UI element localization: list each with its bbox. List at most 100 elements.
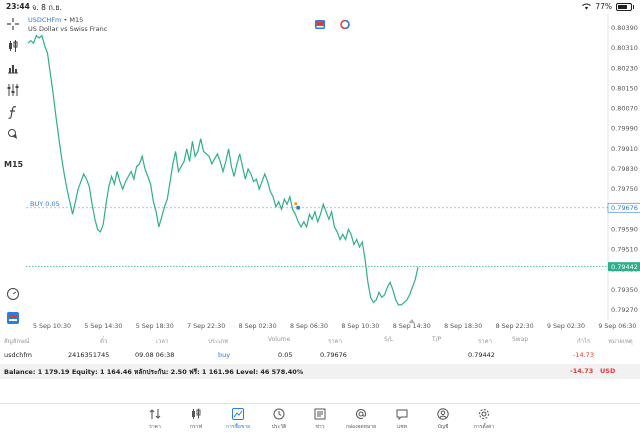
y-tick-label: 0.79830 (611, 165, 638, 173)
tab-history[interactable]: ประวัติ (259, 408, 299, 431)
tab-chart-label: กราฟ (189, 424, 203, 430)
indicators-icon[interactable] (5, 82, 21, 98)
one-click-trading-icon[interactable] (5, 310, 21, 326)
chart-canvas[interactable]: 0.80390 0.80310 0.80230 0.80150 0.80070 0.799… (26, 14, 640, 332)
tab-mailbox-label: กล่องจดหมาย (345, 424, 377, 430)
y-tick-label: 0.79510 (611, 246, 638, 254)
objects-icon[interactable] (5, 126, 21, 142)
battery-fill (618, 4, 628, 9)
tab-chart[interactable]: กราฟ (176, 408, 216, 431)
y-tick-label: 0.79990 (611, 125, 638, 133)
entry-marker-secondary (294, 202, 298, 206)
y-tick-label: 0.80310 (611, 44, 638, 52)
tab-trade[interactable]: การซื้อขาย (218, 408, 258, 431)
tab-quotes[interactable]: ราคา (135, 408, 175, 431)
x-tick-label: 5 Sep 14:30 (84, 323, 122, 330)
x-tick-label: 9 Sep 06:30 (598, 323, 636, 330)
y-tick-label: 0.79750 (611, 185, 638, 193)
status-right: 77% (582, 2, 634, 11)
price-line (27, 34, 419, 306)
chart-candles-icon (192, 408, 201, 419)
col-sl: S/L (384, 336, 394, 343)
battery-icon (616, 2, 634, 11)
status-time: 23:44 (6, 2, 30, 11)
tab-settings[interactable]: การตั้งค่า (464, 408, 504, 431)
chart-description: US Dollar vs Swiss Franc (28, 25, 108, 33)
current-price-tag-text: 0.79442 (611, 263, 638, 271)
price-chart[interactable]: USDCHFm • M15 US Dollar vs Swiss Franc 0… (26, 14, 640, 332)
quotes-icon (149, 409, 161, 419)
position-type: buy (218, 351, 231, 359)
chat-icon (396, 409, 408, 420)
total-profit: -14.73 (570, 367, 594, 375)
position-price: 0.79442 (468, 351, 495, 359)
bottom-tab-bar: ราคา กราฟ การซื้อขาย ประวัติ ข่าว กล่องจ… (0, 403, 640, 448)
position-row[interactable]: usdchfm 2416351745 09.08 06:38 buy 0.05 … (0, 349, 640, 360)
chart-scroll-marker[interactable] (408, 319, 415, 323)
tab-chat[interactable]: แชท (382, 408, 422, 431)
x-tick-label: 8 Sep 14:30 (393, 323, 431, 330)
x-tick-label: 8 Sep 18:30 (444, 323, 482, 330)
col-profit: กำไร (577, 338, 591, 345)
news-icon (314, 408, 326, 420)
function-icon[interactable] (5, 104, 21, 120)
col-swap: Swap (512, 336, 529, 343)
trade-table-header: สัญลักษณ์ ตั๋ว เวลา ประเภท Volume ราคา S… (0, 334, 640, 345)
col-price: ราคา (478, 338, 492, 345)
chart-symbol[interactable]: USDCHFm (28, 16, 62, 24)
wifi-icon (582, 3, 592, 10)
tab-news[interactable]: ข่าว (300, 408, 340, 431)
balance-text: Balance: 1 179.19 Equity: 1 164.46 หลักป… (4, 368, 304, 376)
status-bar: 23:44 จ. 8 ก.ย. 77% (0, 0, 640, 14)
current-price-tag (608, 262, 640, 272)
market-depth-icon[interactable] (340, 20, 350, 29)
col-ticket: ตั๋ว (100, 338, 108, 345)
y-tick-label: 0.79270 (611, 306, 638, 314)
col-open-price: ราคา (328, 338, 342, 345)
position-ticket: 2416351745 (68, 351, 110, 359)
tab-account-label: บัญชี (437, 424, 449, 430)
position-symbol: usdchfm (4, 351, 32, 359)
y-tick-label: 0.79350 (611, 286, 638, 294)
position-time: 09.08 06:38 (135, 351, 175, 359)
battery-percent: 77% (595, 2, 612, 11)
candles-icon[interactable] (5, 38, 21, 54)
x-tick-label: 9 Sep 02:30 (547, 323, 585, 330)
timeframe-label[interactable]: M15 (4, 160, 24, 169)
speedometer-icon[interactable] (5, 286, 21, 302)
crosshair-icon[interactable] (5, 16, 21, 32)
tab-settings-label: การตั้งค่า (473, 424, 495, 430)
tab-chat-label: แชท (397, 424, 407, 430)
buy-price-tag-text: 0.79676 (611, 204, 638, 212)
position-volume: 0.05 (278, 351, 293, 359)
x-tick-label: 5 Sep 18:30 (136, 323, 174, 330)
mailbox-icon (356, 408, 367, 419)
col-time: เวลา (156, 338, 169, 345)
col-symbol: สัญลักษณ์ (4, 338, 30, 345)
position-profit: -14.73 (573, 351, 594, 359)
x-tick-label: 5 Sep 10:30 (33, 323, 71, 330)
x-tick-label: 7 Sep 22:30 (187, 323, 225, 330)
y-tick-label: 0.80070 (611, 105, 638, 113)
chart-timeframe: M15 (69, 16, 84, 24)
col-tp: T/P (432, 336, 442, 343)
tab-news-label: ข่าว (315, 424, 325, 430)
volume-icon[interactable] (5, 60, 21, 76)
tab-mailbox[interactable]: กล่องจดหมาย (341, 408, 381, 431)
profit-currency: USD (600, 367, 616, 375)
entry-marker (296, 205, 301, 210)
y-tick-label: 0.80390 (611, 24, 638, 32)
tab-account[interactable]: บัญชี (423, 408, 463, 431)
col-comment: หมายเหตุ (608, 338, 633, 345)
col-type: ประเภท (208, 338, 229, 345)
balance-bar: Balance: 1 179.19 Equity: 1 164.46 หลักป… (0, 364, 640, 379)
one-click-panel-icon[interactable] (315, 20, 325, 29)
chart-toolbar: M15 (0, 14, 26, 324)
y-tick-label: 0.79910 (611, 145, 638, 153)
status-date: จ. 8 ก.ย. (32, 3, 63, 12)
settings-icon (479, 409, 489, 419)
buy-order-label[interactable]: BUY 0.05 (30, 200, 60, 208)
y-tick-label: 0.80230 (611, 64, 638, 72)
x-tick-label: 8 Sep 02:30 (239, 323, 277, 330)
x-tick-label: 8 Sep 22:30 (496, 323, 534, 330)
